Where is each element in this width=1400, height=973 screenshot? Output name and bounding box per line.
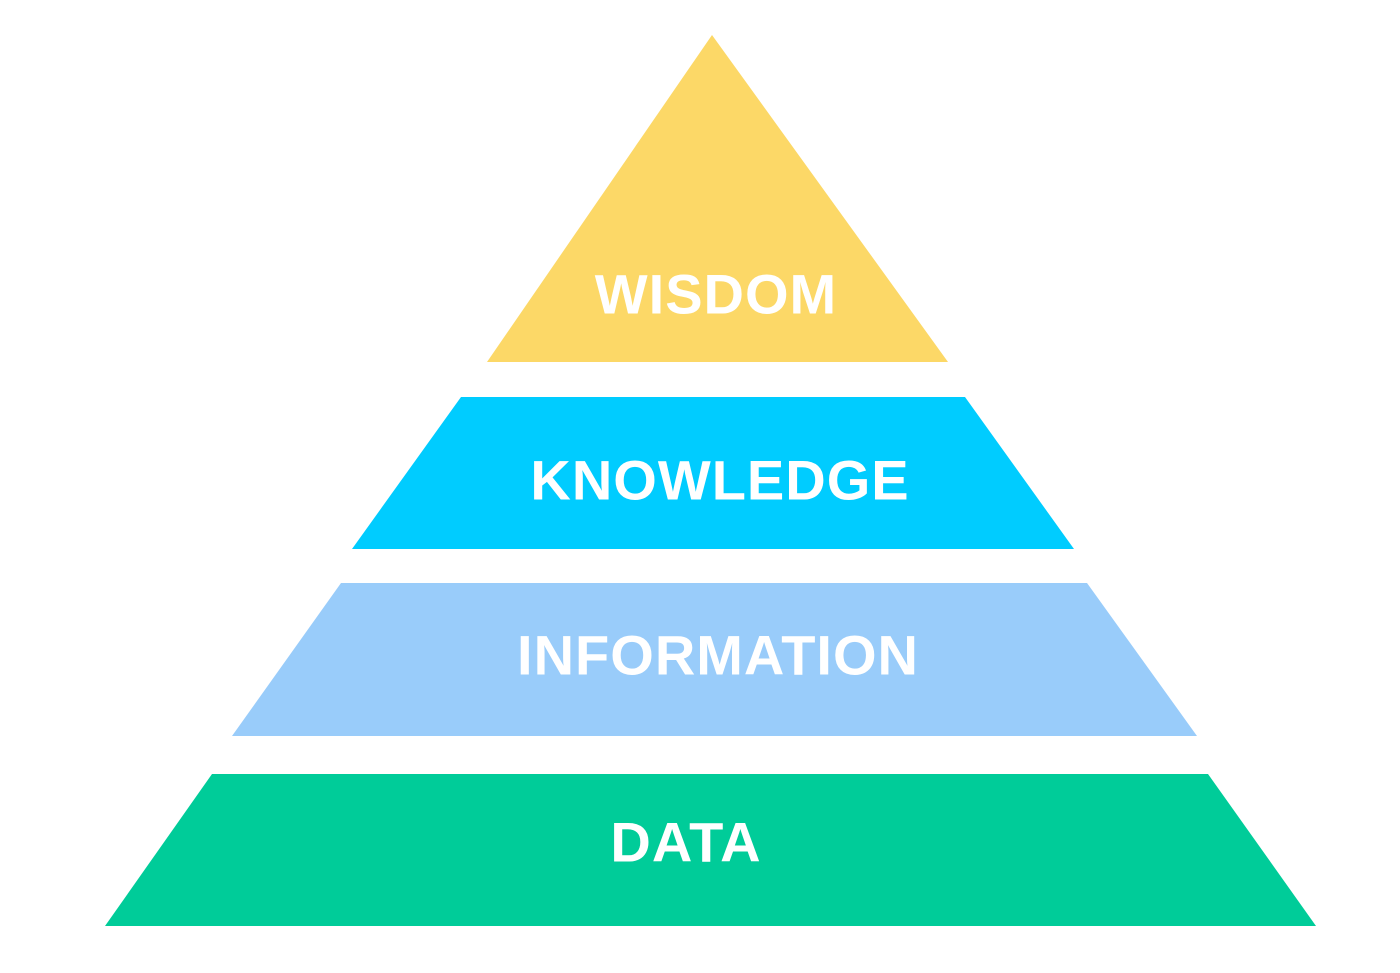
pyramid-tier-wisdom: WISDOM [487, 35, 948, 362]
tier-shape-knowledge [352, 397, 1074, 549]
tier-shape-wisdom [487, 35, 948, 362]
tier-shape-information [232, 583, 1197, 736]
tier-label-information: INFORMATION [517, 624, 919, 687]
tier-label-wisdom: WISDOM [595, 263, 837, 326]
pyramid-tier-information: INFORMATION [232, 583, 1197, 736]
pyramid-tier-data: DATA [105, 774, 1316, 926]
tier-shape-data [105, 774, 1316, 926]
tier-label-knowledge: KNOWLEDGE [530, 449, 909, 512]
pyramid-tier-knowledge: KNOWLEDGE [352, 397, 1074, 549]
tier-label-data: DATA [610, 811, 761, 874]
